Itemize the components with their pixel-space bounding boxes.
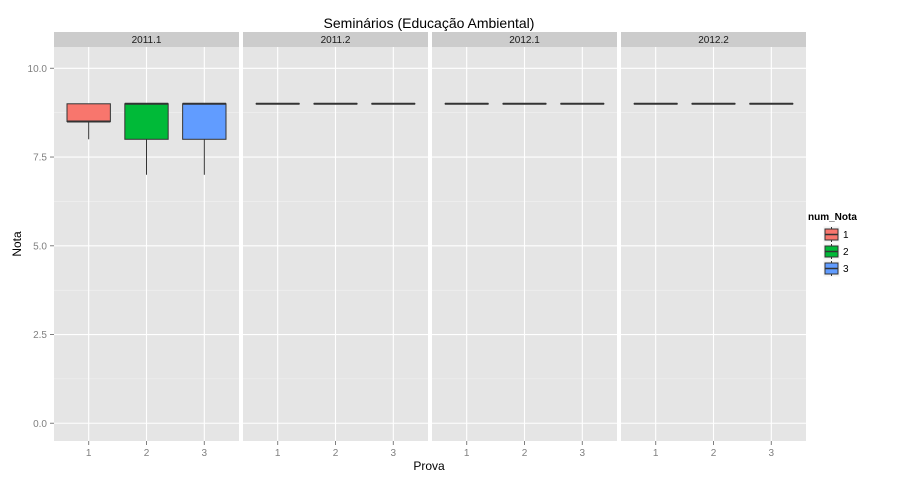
strip-background xyxy=(54,32,239,47)
box-body xyxy=(124,103,169,140)
y-tick-label: 5.0 xyxy=(33,241,47,252)
x-tick-label: 1 xyxy=(653,448,659,459)
x-tick-label: 2 xyxy=(522,448,528,459)
x-tick-label: 1 xyxy=(275,448,281,459)
strip-background xyxy=(621,32,806,47)
facet-panel-2012.2: 2012.2 1 2 3 xyxy=(621,32,806,459)
legend-key-3 xyxy=(822,259,841,278)
box-2011.1-3 xyxy=(182,102,227,175)
x-tick-label: 1 xyxy=(86,448,92,459)
legend-label: 2 xyxy=(843,247,849,258)
legend-key-2 xyxy=(822,242,841,261)
y-tick-label: 0.0 xyxy=(33,419,47,430)
facet-panel-2011.2: 2011.2 1 2 3 xyxy=(243,32,428,459)
x-tick-label: 2 xyxy=(711,448,717,459)
facet-panel-2012.1: 2012.1 1 2 3 xyxy=(432,32,617,459)
box-body xyxy=(182,103,227,140)
strip-background xyxy=(432,32,617,47)
y-tick-label: 10.0 xyxy=(28,64,48,75)
y-tick-label: 7.5 xyxy=(33,153,47,164)
chart-title: Seminários (Educação Ambiental) xyxy=(324,15,535,31)
facet-panels: 2011.1 1 2 3 2011.2 1 2 3 2012.1 1 2 3 2012.2 1 2 3 xyxy=(54,32,806,459)
strip-label: 2012.2 xyxy=(698,35,729,46)
x-tick-label: 3 xyxy=(391,448,397,459)
x-tick-label: 3 xyxy=(769,448,775,459)
strip-label: 2011.1 xyxy=(132,35,162,46)
legend: num_Nota 1 2 3 xyxy=(808,212,857,278)
box-2011.1-1 xyxy=(66,103,111,140)
x-tick-label: 2 xyxy=(333,448,339,459)
y-axis: 0.0 2.5 5.0 7.5 10.0 xyxy=(28,64,54,430)
legend-title: num_Nota xyxy=(808,212,857,223)
strip-label: 2012.1 xyxy=(509,35,540,46)
legend-key-1 xyxy=(822,225,841,244)
strip-background xyxy=(243,32,428,47)
x-tick-label: 3 xyxy=(580,448,586,459)
facet-panel-2011.1: 2011.1 1 2 3 xyxy=(54,32,239,459)
y-axis-title: Nota xyxy=(10,231,24,257)
legend-label: 1 xyxy=(843,230,849,241)
x-tick-label: 1 xyxy=(464,448,470,459)
x-axis-title: Prova xyxy=(413,459,445,473)
box-body xyxy=(66,103,111,123)
x-tick-label: 3 xyxy=(202,448,208,459)
y-tick-label: 2.5 xyxy=(33,330,47,341)
strip-label: 2011.2 xyxy=(321,35,351,46)
legend-label: 3 xyxy=(843,264,849,275)
box-2011.1-2 xyxy=(124,102,169,175)
x-tick-label: 2 xyxy=(144,448,150,459)
